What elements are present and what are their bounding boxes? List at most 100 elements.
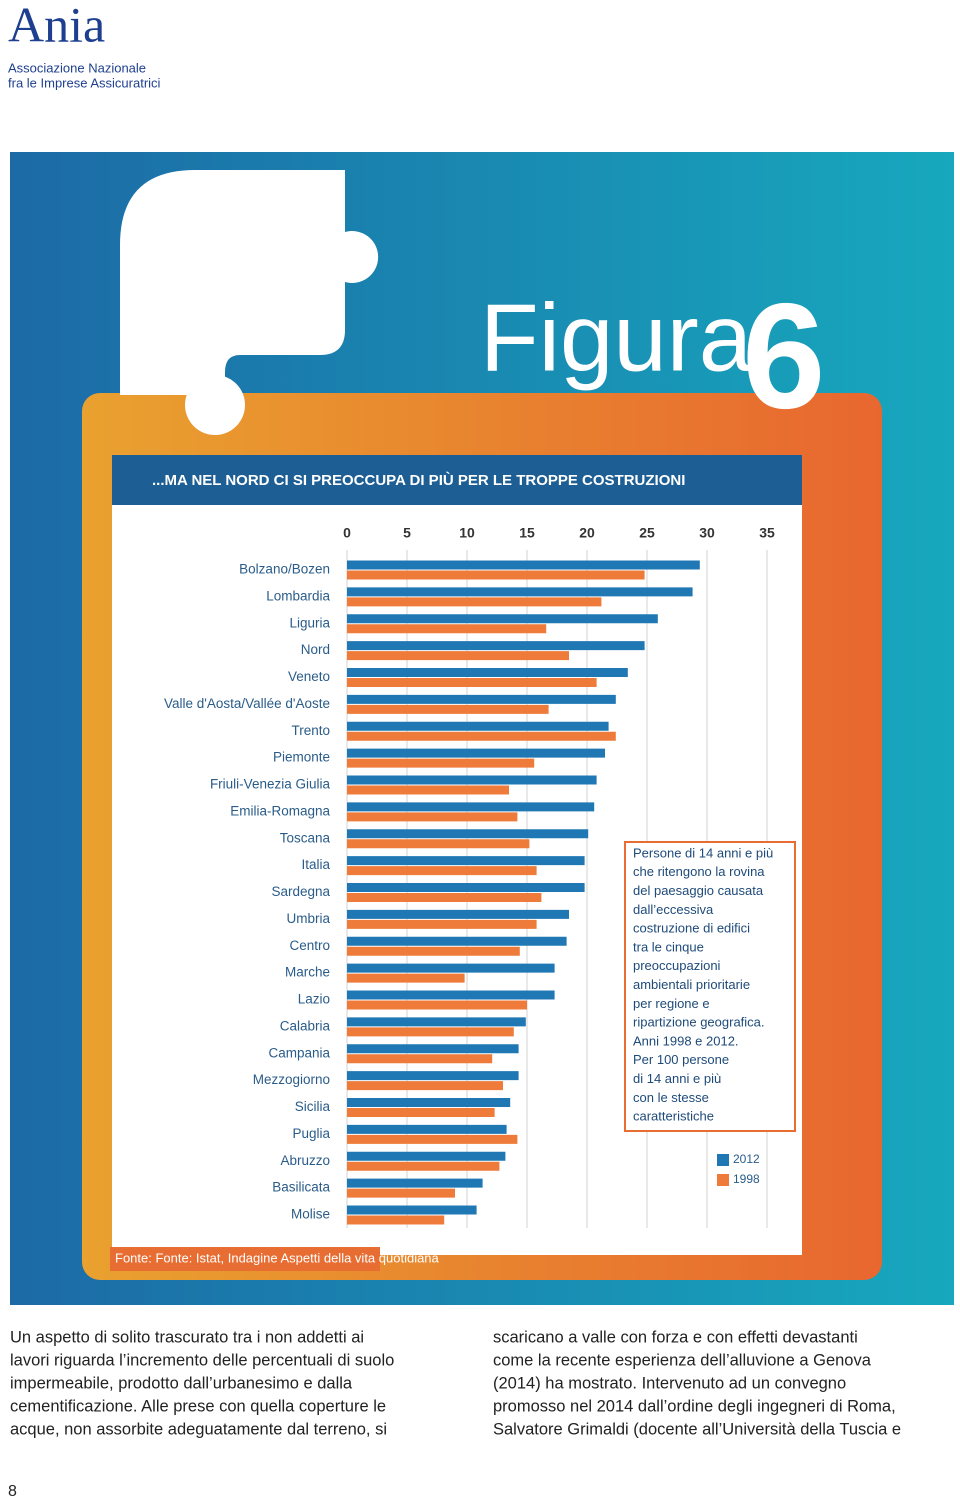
bar (347, 1205, 477, 1215)
y-tick-label: Lazio (298, 992, 330, 1007)
logo-subtitle: Associazione Nazionale (8, 60, 146, 75)
body-line: cementificazione. Alle prese con quella … (10, 1397, 386, 1415)
bar (347, 1215, 445, 1225)
figure-number: 6 (742, 272, 825, 440)
bar (347, 963, 555, 973)
x-tick-label: 10 (459, 525, 475, 541)
bar (347, 678, 597, 687)
annotation-line: che ritengono la rovina (633, 864, 765, 879)
y-tick-label: Centro (289, 938, 330, 953)
y-tick-label: Veneto (288, 669, 330, 684)
source: Fonte: Fonte: Istat, Indagine Aspetti de… (115, 1250, 440, 1265)
bar (347, 748, 605, 758)
annotation-box (624, 841, 796, 1132)
body-line: promosso nel 2014 dall’ordine degli inge… (493, 1397, 896, 1415)
annotation-line: per regione e (633, 996, 710, 1011)
bar (347, 651, 569, 661)
x-tick-label: 30 (699, 525, 715, 541)
bar (347, 1108, 495, 1117)
legend-label: 2012 (733, 1152, 760, 1166)
bar (347, 946, 520, 956)
body-line: acque, non assorbite adeguatamente dal t… (10, 1420, 387, 1438)
bar (347, 587, 693, 597)
bar (347, 694, 616, 704)
y-tick-label: Lombardia (266, 588, 330, 603)
y-tick-label: Campania (268, 1045, 330, 1060)
bar (347, 731, 616, 741)
y-tick-label: Umbria (286, 911, 330, 926)
bar (347, 1124, 507, 1134)
bar (347, 936, 567, 946)
x-tick-label: 0 (343, 525, 351, 541)
y-tick-label: Friuli-Venezia Giulia (210, 777, 331, 792)
y-tick-label: Mezzogiorno (253, 1072, 330, 1087)
annotation-line: del paesaggio causata (633, 883, 764, 898)
bar (347, 1044, 519, 1054)
body-line: impermeabile, prodotto dall’urbanesimo e… (10, 1374, 353, 1392)
bar (347, 973, 465, 983)
page-number: 8 (8, 1483, 17, 1500)
y-tick-label: Calabria (280, 1018, 331, 1033)
bar (347, 1098, 511, 1107)
y-tick-label: Sardegna (271, 884, 330, 899)
bar (347, 812, 518, 822)
figure-label: Figura (480, 284, 753, 391)
annotation-line: Anni 1998 e 2012. (633, 1033, 739, 1048)
bar (347, 1178, 483, 1188)
y-tick-label: Basilicata (272, 1180, 330, 1195)
bar (347, 1071, 519, 1081)
y-tick-label: Puglia (292, 1126, 330, 1141)
bar (347, 866, 537, 876)
y-tick-label: Abruzzo (280, 1153, 330, 1168)
bar (347, 802, 595, 812)
body-line: scaricano a valle con forza e con effett… (493, 1328, 858, 1346)
bar (347, 1081, 503, 1091)
bar (347, 839, 530, 849)
bar (347, 775, 597, 785)
annotation-line: preoccupazioni (633, 958, 721, 973)
bar (347, 614, 658, 624)
annotation-line: con le stesse (633, 1090, 709, 1105)
legend-swatch (717, 1154, 729, 1166)
bar (347, 883, 585, 892)
bar (347, 1017, 526, 1027)
chart-title: ...MA NEL NORD CI SI PREOCCUPA DI PIÙ PE… (152, 471, 685, 489)
bar (347, 856, 585, 866)
annotation-line: Per 100 persone (633, 1052, 729, 1067)
body-line: (2014) ha mostrato. Intervenuto ad un co… (493, 1374, 846, 1392)
annotation-line: tra le cinque (633, 939, 704, 954)
bar (347, 1188, 455, 1198)
bar (347, 919, 537, 929)
bar (347, 893, 542, 902)
y-tick-label: Molise (291, 1207, 330, 1222)
y-tick-label: Emilia-Romagna (230, 803, 330, 818)
annotation-line: dall’eccessiva (633, 902, 714, 917)
annotation-line: caratteristiche (633, 1109, 714, 1124)
y-tick-label: Sicilia (295, 1099, 331, 1114)
bar (347, 570, 645, 580)
legend-label: 1998 (733, 1172, 760, 1186)
y-tick-label: Nord (301, 642, 330, 657)
y-tick-label: Trento (291, 723, 330, 738)
bar (347, 990, 555, 1000)
bar (347, 1054, 493, 1064)
y-tick-label: Marche (285, 965, 330, 980)
bar (347, 1134, 518, 1144)
annotation-line: ripartizione geografica. (633, 1015, 765, 1030)
body-line: Salvatore Grimaldi (docente all’Universi… (493, 1420, 901, 1438)
bar (347, 560, 700, 570)
annotation-line: ambientali prioritarie (633, 977, 750, 992)
annotation-line: costruzione di edifici (633, 921, 750, 936)
bar (347, 758, 535, 768)
y-tick-label: Italia (301, 857, 330, 872)
y-tick-label: Liguria (289, 615, 330, 630)
y-tick-label: Bolzano/Bozen (239, 562, 330, 577)
body-line: lavori riguarda l’incremento delle perce… (10, 1351, 394, 1369)
bar (347, 597, 602, 607)
x-tick-label: 15 (519, 525, 535, 541)
puzzle-shape (120, 170, 379, 395)
bar (347, 704, 549, 714)
bar (347, 641, 645, 651)
bar (347, 785, 509, 795)
